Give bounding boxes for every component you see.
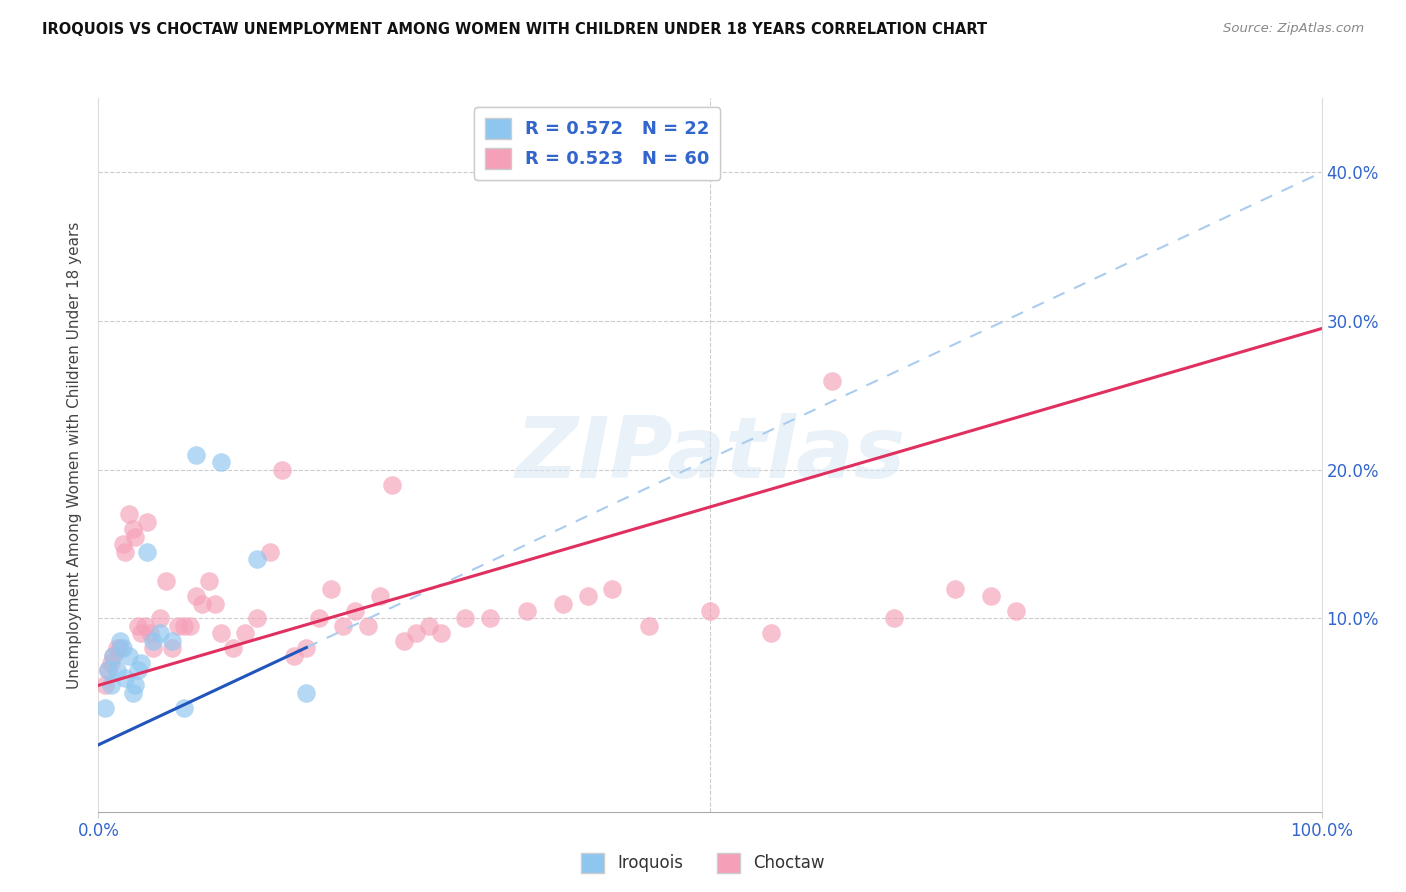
Point xyxy=(118,648,141,663)
Point xyxy=(319,582,342,596)
Point xyxy=(186,448,208,462)
Point xyxy=(114,544,136,558)
Point xyxy=(124,530,146,544)
Point xyxy=(332,619,354,633)
Point xyxy=(105,641,128,656)
Point xyxy=(97,664,120,678)
Point xyxy=(110,633,132,648)
Point xyxy=(222,641,245,656)
Text: Source: ZipAtlas.com: Source: ZipAtlas.com xyxy=(1223,22,1364,36)
Point xyxy=(233,626,256,640)
Point xyxy=(110,641,132,656)
Point xyxy=(93,678,115,692)
Point xyxy=(149,626,172,640)
Point xyxy=(136,544,159,558)
Point xyxy=(283,648,305,663)
Point xyxy=(134,619,156,633)
Point xyxy=(405,626,427,640)
Point xyxy=(295,641,318,656)
Point xyxy=(93,700,115,714)
Point xyxy=(1004,604,1026,618)
Text: IROQUOIS VS CHOCTAW UNEMPLOYMENT AMONG WOMEN WITH CHILDREN UNDER 18 YEARS CORREL: IROQUOIS VS CHOCTAW UNEMPLOYMENT AMONG W… xyxy=(42,22,987,37)
Point xyxy=(121,522,143,536)
Point xyxy=(142,633,165,648)
Point xyxy=(155,574,177,589)
Point xyxy=(114,671,136,685)
Point xyxy=(392,633,416,648)
Point xyxy=(136,515,159,529)
Point xyxy=(943,582,966,596)
Point xyxy=(124,678,146,692)
Point xyxy=(308,611,330,625)
Point xyxy=(97,664,120,678)
Point xyxy=(246,552,269,566)
Point xyxy=(699,604,721,618)
Point xyxy=(121,686,143,700)
Point xyxy=(576,589,599,603)
Point xyxy=(246,611,269,625)
Point xyxy=(173,619,195,633)
Point xyxy=(600,582,623,596)
Point xyxy=(980,589,1002,603)
Point xyxy=(553,597,575,611)
Point xyxy=(821,374,844,388)
Point xyxy=(356,619,378,633)
Point xyxy=(418,619,440,633)
Point xyxy=(105,664,128,678)
Point xyxy=(430,626,453,640)
Point xyxy=(270,463,294,477)
Point xyxy=(160,633,183,648)
Point xyxy=(478,611,501,625)
Point xyxy=(101,648,124,663)
Point xyxy=(209,455,232,469)
Point xyxy=(186,589,208,603)
Point xyxy=(142,641,165,656)
Point xyxy=(111,537,134,551)
Point xyxy=(191,597,214,611)
Point xyxy=(160,641,183,656)
Point xyxy=(101,648,124,663)
Point xyxy=(173,700,195,714)
Point xyxy=(516,604,538,618)
Legend: Iroquois, Choctaw: Iroquois, Choctaw xyxy=(574,847,832,880)
Point xyxy=(209,626,232,640)
Point xyxy=(127,619,149,633)
Point xyxy=(129,626,152,640)
Point xyxy=(259,544,281,558)
Point xyxy=(179,619,201,633)
Point xyxy=(761,626,783,640)
Point xyxy=(638,619,661,633)
Point xyxy=(295,686,318,700)
Point xyxy=(368,589,391,603)
Y-axis label: Unemployment Among Women with Children Under 18 years: Unemployment Among Women with Children U… xyxy=(67,221,83,689)
Point xyxy=(111,641,134,656)
Point xyxy=(167,619,190,633)
Point xyxy=(118,508,141,522)
Point xyxy=(149,611,172,625)
Point xyxy=(344,604,367,618)
Point xyxy=(883,611,905,625)
Point xyxy=(204,597,226,611)
Point xyxy=(100,656,122,670)
Point xyxy=(197,574,219,589)
Text: ZIPatlas: ZIPatlas xyxy=(515,413,905,497)
Point xyxy=(139,626,162,640)
Point xyxy=(129,656,152,670)
Legend: R = 0.572   N = 22, R = 0.523   N = 60: R = 0.572 N = 22, R = 0.523 N = 60 xyxy=(474,107,720,179)
Point xyxy=(127,664,149,678)
Point xyxy=(454,611,477,625)
Point xyxy=(381,477,404,491)
Point xyxy=(100,678,122,692)
